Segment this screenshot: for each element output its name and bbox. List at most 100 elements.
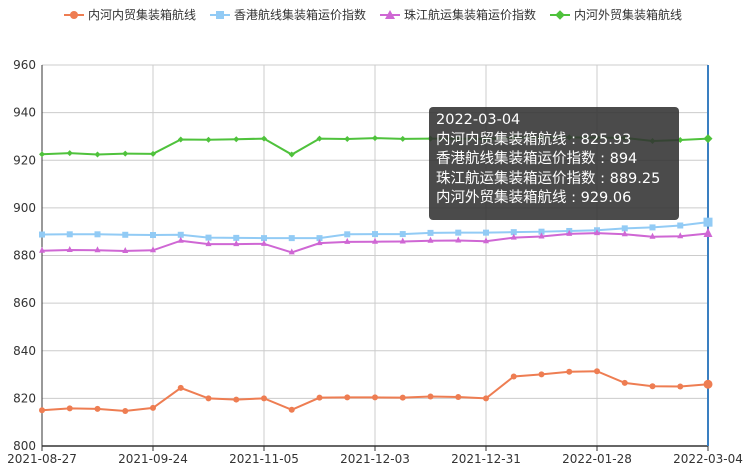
data-point [177, 231, 184, 238]
data-point [288, 151, 295, 158]
data-point [122, 150, 129, 157]
legend-item-2[interactable]: 香港航线集装箱运价指数 [209, 6, 366, 23]
square-marker-icon [209, 10, 230, 20]
x-tick-label: 2022-03-04 [673, 452, 743, 466]
data-point [677, 383, 684, 390]
y-tick-label: 900 [13, 201, 36, 215]
data-point [233, 136, 240, 143]
data-point [122, 407, 129, 414]
data-point [372, 135, 378, 142]
legend-item-1[interactable]: 内河内贸集装箱航线 [63, 6, 196, 23]
data-point [288, 235, 295, 242]
y-tick-label: 820 [13, 391, 36, 405]
data-point [455, 229, 462, 236]
y-tick-label: 860 [13, 296, 36, 310]
data-point [177, 136, 184, 143]
y-tick-label: 800 [13, 439, 36, 453]
data-point [703, 217, 713, 227]
data-point [150, 232, 156, 239]
data-point [455, 393, 462, 400]
legend-item-4[interactable]: 内河外贸集装箱航线 [550, 6, 682, 23]
data-point [205, 136, 212, 143]
data-point [94, 231, 101, 238]
data-point [399, 231, 406, 238]
data-point [621, 225, 628, 232]
data-point [621, 379, 628, 386]
data-point [483, 229, 489, 236]
data-point [177, 384, 184, 391]
legend-label: 内河内贸集装箱航线 [87, 8, 196, 22]
data-point [233, 240, 240, 247]
data-point [703, 134, 713, 144]
data-point [288, 406, 295, 413]
data-point [677, 232, 684, 239]
data-point [316, 135, 323, 142]
data-point [566, 368, 573, 375]
legend-label: 香港航线集装箱运价指数 [233, 8, 366, 22]
x-tick-label: 2021-12-03 [340, 452, 410, 466]
data-point [344, 136, 351, 143]
data-point [205, 234, 212, 241]
data-point [233, 234, 240, 241]
data-point [122, 246, 129, 253]
data-point [703, 227, 713, 237]
data-point [344, 237, 351, 244]
x-tick-label: 2021-09-24 [118, 452, 188, 466]
data-point [39, 246, 45, 253]
data-point [316, 239, 323, 246]
data-point [427, 236, 434, 243]
data-point [150, 246, 156, 253]
legend-label: 内河外贸集装箱航线 [574, 8, 683, 22]
y-tick-label: 940 [13, 106, 36, 120]
diamond-marker-icon [550, 9, 571, 20]
data-point [316, 394, 323, 401]
data-point [399, 135, 406, 142]
data-point [594, 368, 600, 375]
data-point [261, 135, 267, 142]
data-point [677, 222, 684, 229]
data-point [261, 235, 267, 242]
data-tooltip: 2022-03-04 内河内贸集装箱航线 : 825.93 香港航线集装箱运价指… [429, 107, 679, 220]
data-point [538, 232, 545, 239]
data-point [94, 151, 101, 158]
tooltip-row-4: 内河外贸集装箱航线 : 929.06 [436, 190, 632, 206]
y-tick-label: 840 [13, 344, 36, 358]
data-point [372, 394, 378, 401]
data-point [621, 230, 628, 237]
x-tick-label: 2021-11-05 [229, 452, 299, 466]
data-point [261, 395, 267, 402]
data-point [399, 394, 406, 401]
data-point [94, 405, 101, 412]
data-point [39, 407, 45, 414]
circle-marker-icon [63, 10, 84, 20]
data-point [483, 237, 489, 244]
legend-item-3[interactable]: 珠江航运集装箱运价指数 [380, 6, 536, 23]
x-tick-label: 2021-08-27 [7, 452, 77, 466]
tooltip-date: 2022-03-04 [436, 112, 521, 128]
data-point [566, 229, 573, 236]
x-tick-label: 2021-12-31 [451, 452, 521, 466]
data-point [261, 239, 267, 246]
data-point [344, 231, 351, 238]
data-point [427, 229, 434, 236]
data-point [703, 379, 713, 389]
data-point [649, 224, 656, 231]
data-point [288, 248, 295, 255]
data-point [399, 237, 406, 244]
data-point [66, 231, 73, 238]
data-point [483, 395, 489, 402]
data-point [538, 228, 545, 235]
data-point [177, 236, 184, 243]
data-point [649, 232, 656, 239]
data-point [538, 371, 545, 378]
chart-legend: 内河内贸集装箱航线 香港航线集装箱运价指数 珠江航运集装箱运价指数 内河外贸集装箱航线 [0, 6, 746, 23]
data-point [205, 240, 212, 247]
data-point [66, 246, 73, 253]
data-point [39, 151, 45, 158]
y-tick-label: 960 [13, 58, 36, 72]
data-point [427, 393, 434, 400]
data-point [150, 150, 156, 157]
data-point [372, 237, 378, 244]
y-tick-label: 920 [13, 153, 36, 167]
